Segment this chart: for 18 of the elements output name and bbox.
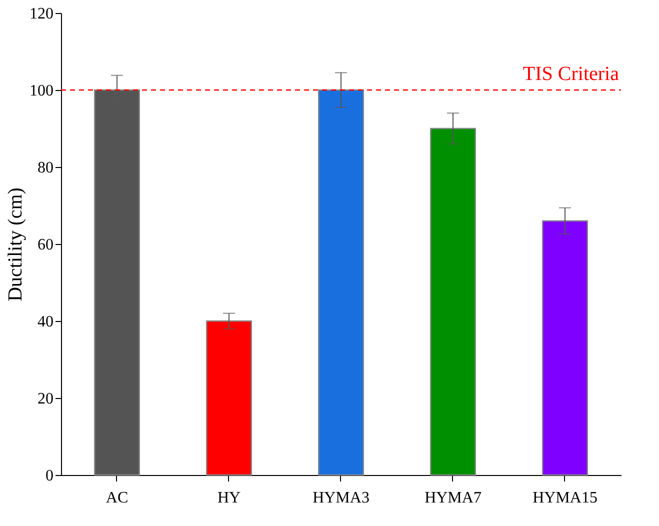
y-tick-label: 0 (46, 468, 54, 484)
y-tick-label: 20 (38, 390, 54, 408)
ref-line-label: TIS Criteria (522, 63, 620, 85)
y-axis-title: Ductility (cm) (4, 188, 26, 302)
bar (318, 89, 364, 476)
y-tick-label: 40 (38, 314, 54, 330)
x-tick-label: HY (217, 490, 241, 506)
x-tick-label: HYMA3 (312, 490, 370, 506)
y-tick-label: 120 (30, 6, 54, 22)
y-tick-label: 80 (38, 160, 54, 176)
y-tick-label: 60 (38, 236, 54, 254)
x-tick-label: AC (106, 490, 128, 506)
x-tick-label: HYMA15 (532, 490, 598, 506)
x-tick-label: HYMA7 (424, 490, 482, 506)
y-tick-label: 100 (30, 82, 54, 100)
bar (206, 320, 252, 476)
bar (430, 128, 476, 476)
bar (542, 220, 588, 476)
